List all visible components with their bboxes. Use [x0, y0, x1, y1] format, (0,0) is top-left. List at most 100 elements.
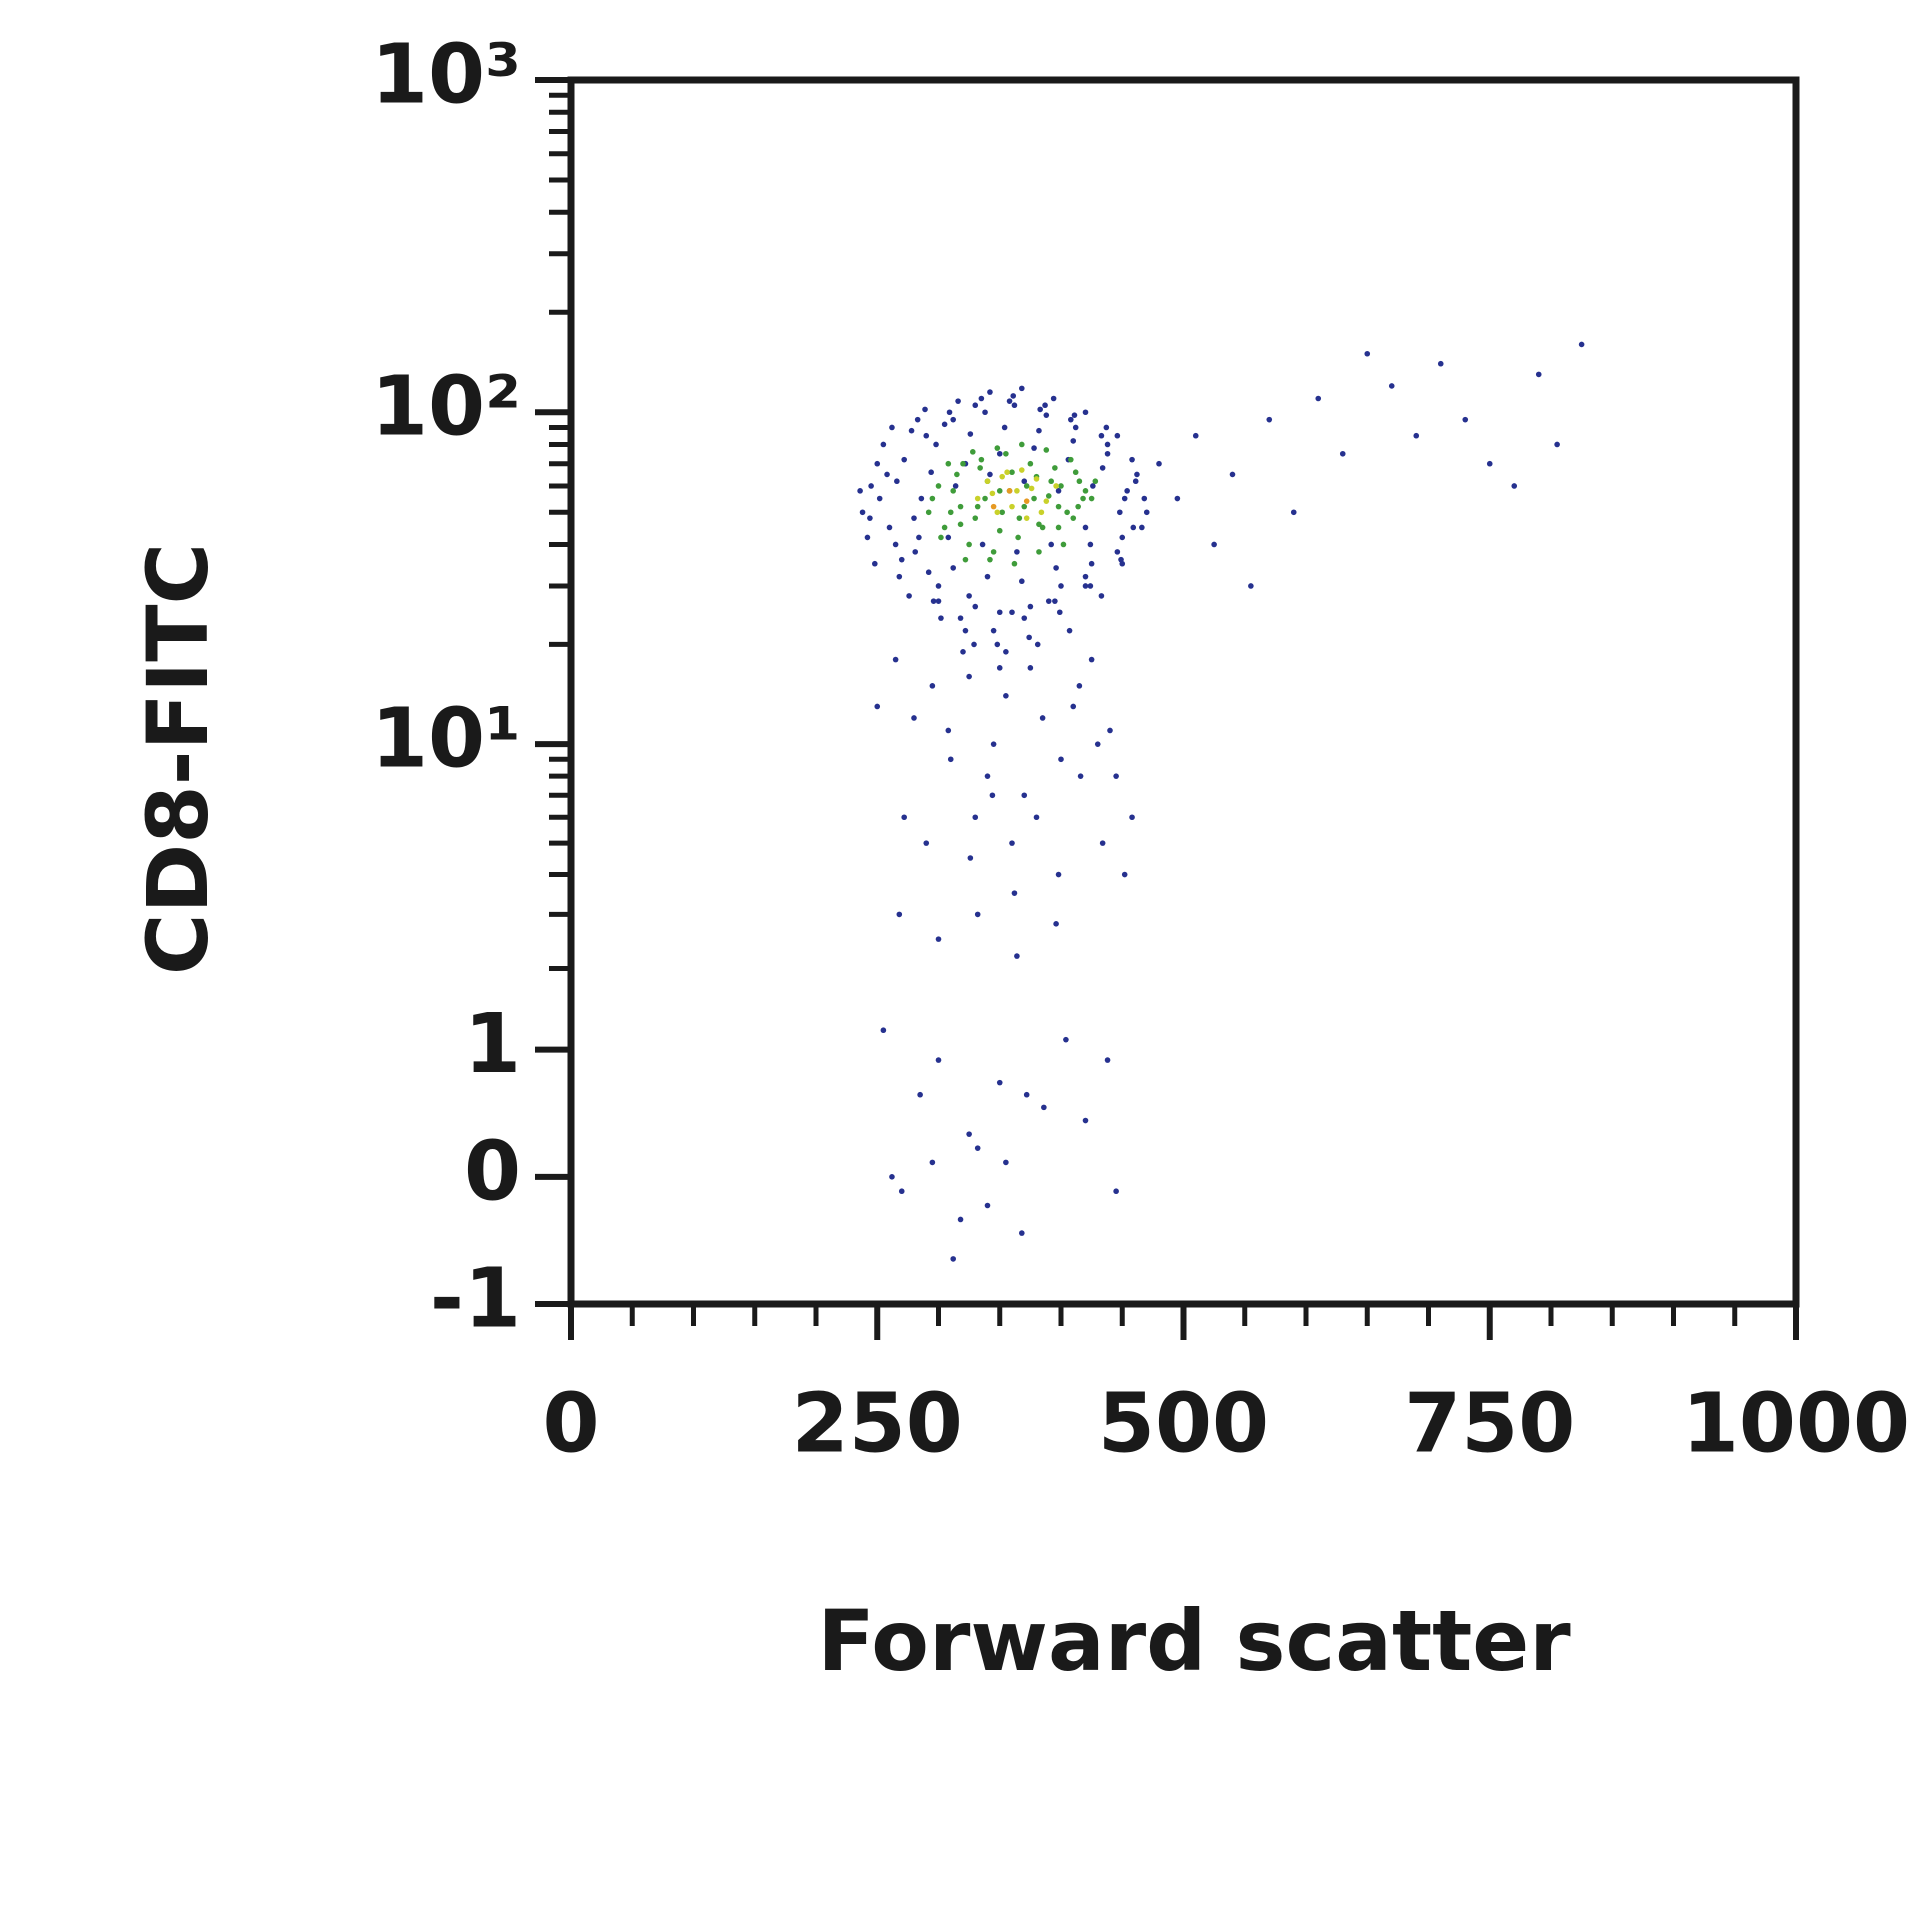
point	[996, 450, 1003, 457]
point	[1088, 656, 1095, 663]
point	[1001, 424, 1008, 431]
point	[857, 488, 863, 494]
point	[935, 583, 942, 589]
point	[1076, 683, 1083, 689]
point	[990, 503, 997, 510]
point	[911, 515, 917, 521]
point	[945, 727, 952, 734]
point	[984, 773, 991, 779]
point	[1037, 406, 1043, 413]
point	[954, 471, 960, 478]
point	[1045, 598, 1052, 604]
point	[1009, 469, 1015, 476]
point	[1129, 456, 1135, 463]
point	[1021, 792, 1028, 799]
point	[1107, 727, 1113, 734]
point	[1043, 447, 1050, 453]
point	[1015, 534, 1021, 541]
point	[928, 469, 934, 476]
point	[952, 483, 959, 489]
point	[901, 456, 907, 463]
point	[1028, 485, 1035, 492]
point	[1077, 773, 1084, 779]
point	[966, 673, 972, 680]
point	[901, 814, 907, 821]
point	[1174, 495, 1181, 502]
point	[1124, 488, 1130, 494]
point	[1104, 441, 1111, 448]
point	[912, 549, 919, 555]
point	[880, 441, 887, 448]
point	[1063, 1036, 1069, 1043]
point	[967, 855, 974, 861]
point	[982, 495, 988, 502]
point	[1211, 541, 1217, 548]
point	[974, 911, 981, 918]
point	[1134, 471, 1140, 478]
point	[957, 615, 964, 621]
point	[1092, 478, 1099, 485]
point	[1121, 871, 1128, 878]
point	[996, 1079, 1003, 1086]
point	[1413, 432, 1420, 439]
point	[917, 1091, 923, 1098]
point	[1072, 424, 1079, 431]
point	[1315, 395, 1322, 402]
y-tick-label: 10¹	[371, 692, 521, 787]
y-tick-label: 10³	[371, 27, 521, 122]
point	[1119, 560, 1126, 567]
point	[1048, 541, 1054, 548]
point	[1082, 573, 1089, 580]
point	[1019, 1230, 1025, 1236]
point	[957, 521, 964, 528]
point	[978, 456, 985, 463]
point	[1064, 509, 1070, 516]
point	[974, 1145, 981, 1151]
point	[984, 478, 991, 485]
x-axis-title: Forward scatter	[817, 1592, 1571, 1690]
point	[892, 656, 899, 663]
point	[1021, 478, 1028, 485]
point	[922, 406, 928, 413]
point	[1068, 456, 1074, 463]
point	[960, 460, 966, 467]
point	[1043, 412, 1050, 418]
point	[1082, 583, 1089, 589]
point	[990, 741, 997, 747]
point	[1009, 503, 1015, 510]
point	[1055, 524, 1062, 531]
point	[1130, 524, 1137, 531]
point	[1036, 427, 1042, 434]
x-tick-label: 750	[1404, 1376, 1575, 1471]
point	[918, 495, 925, 502]
point	[1290, 509, 1297, 516]
point	[987, 389, 993, 395]
point	[1132, 478, 1139, 485]
point	[996, 665, 1003, 671]
point	[1511, 483, 1518, 489]
point	[1031, 495, 1037, 502]
point	[1010, 393, 1017, 399]
point	[989, 490, 996, 497]
point	[1248, 583, 1254, 589]
point	[1036, 521, 1042, 528]
point	[1014, 549, 1020, 555]
point	[1075, 503, 1081, 510]
point	[864, 534, 871, 541]
point	[1050, 395, 1057, 402]
y-tick-label: 10²	[371, 360, 521, 455]
point	[1098, 432, 1105, 439]
point	[950, 416, 956, 423]
point	[1082, 409, 1089, 416]
point	[1053, 483, 1059, 489]
point	[1014, 488, 1020, 494]
point	[1043, 498, 1050, 504]
point	[950, 488, 956, 494]
x-tick-label: 250	[792, 1376, 963, 1471]
point	[1192, 432, 1199, 439]
point	[1070, 438, 1077, 444]
point	[938, 534, 944, 541]
point	[987, 556, 993, 563]
x-tick-label: 0	[542, 1376, 599, 1471]
